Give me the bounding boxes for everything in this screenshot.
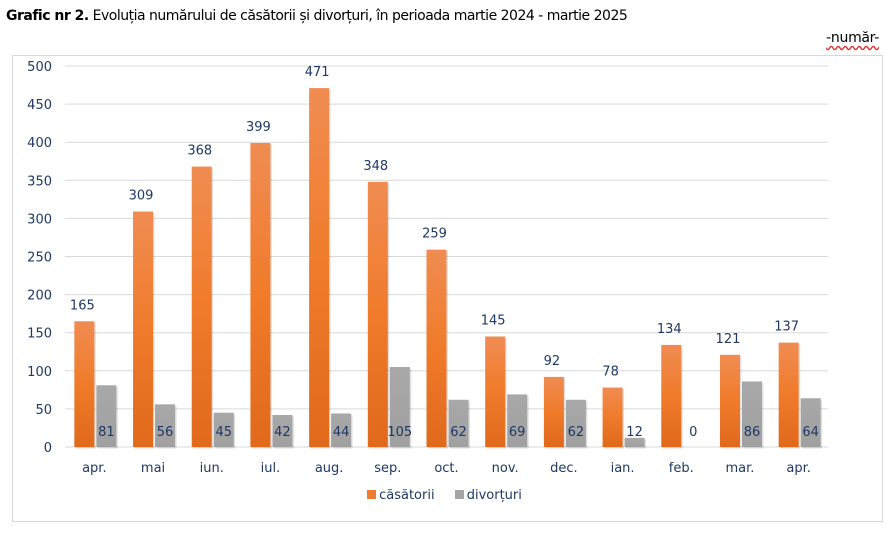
x-tick-label: mar.: [726, 461, 755, 476]
data-label-divorturi: 0: [689, 425, 697, 440]
bar-divorturi: [624, 437, 645, 447]
x-tick-label: sep.: [374, 461, 401, 476]
y-tick-label: 250: [27, 251, 52, 266]
bar-casatorii: [602, 387, 623, 447]
bar-divorturi: [741, 381, 762, 447]
y-tick-label: 300: [27, 212, 52, 227]
y-tick-label: 450: [27, 98, 52, 113]
bar-casatorii: [191, 166, 212, 448]
bar-divorturi: [272, 414, 293, 447]
legend-item-divorturi: divorțuri: [454, 488, 522, 503]
data-label-casatorii: 368: [187, 144, 212, 159]
y-tick-label: 150: [27, 327, 52, 342]
data-label-divorturi: 69: [509, 425, 526, 440]
unit-label: -număr-: [826, 30, 879, 46]
x-tick-label: nov.: [492, 461, 519, 476]
data-label-casatorii: 165: [70, 298, 95, 313]
y-tick-label: 100: [27, 365, 52, 380]
data-label-casatorii: 309: [129, 189, 154, 204]
y-tick-label: 200: [27, 289, 52, 304]
data-label-casatorii: 259: [422, 227, 447, 242]
x-tick-label: oct.: [434, 461, 458, 476]
data-label-casatorii: 78: [602, 365, 619, 380]
data-label-divorturi: 12: [626, 425, 643, 440]
legend-swatch-divorturi: [454, 490, 464, 499]
legend-item-casatorii: căsătorii: [367, 488, 435, 503]
y-tick-label: 50: [35, 403, 52, 418]
x-tick-label: dec.: [550, 461, 578, 476]
data-label-divorturi: 81: [98, 425, 115, 440]
y-tick-label: 400: [27, 136, 52, 151]
x-tick-label: feb.: [669, 461, 694, 476]
data-label-divorturi: 44: [333, 425, 350, 440]
x-tick-label: iul.: [261, 461, 281, 476]
bar-divorturi: [507, 394, 528, 447]
data-label-casatorii: 145: [481, 314, 506, 329]
x-tick-label: ian.: [611, 461, 635, 476]
chart-title-number: Grafic nr 2.: [6, 8, 89, 24]
bar-divorturi: [96, 385, 117, 447]
chart-title: Grafic nr 2. Evoluția numărului de căsăt…: [6, 8, 628, 24]
y-tick-label: 0: [44, 441, 52, 456]
data-label-divorturi: 45: [215, 425, 232, 440]
bar-casatorii: [74, 321, 95, 447]
bar-casatorii: [543, 376, 564, 447]
chart-title-text: Evoluția numărului de căsătorii și divor…: [88, 8, 628, 24]
data-label-casatorii: 92: [544, 354, 561, 369]
data-label-divorturi: 86: [744, 425, 761, 440]
data-label-divorturi: 62: [568, 425, 585, 440]
bar-casatorii: [133, 211, 154, 447]
data-label-divorturi: 42: [274, 425, 291, 440]
y-tick-label: 500: [27, 60, 52, 75]
y-tick-label: 350: [27, 174, 52, 189]
bar-casatorii: [778, 342, 799, 447]
chart-legend: căsătorii divorțuri: [0, 488, 889, 503]
data-label-casatorii: 348: [363, 159, 388, 174]
legend-swatch-casatorii: [367, 490, 377, 499]
bar-casatorii: [309, 88, 330, 448]
data-label-divorturi: 56: [157, 425, 174, 440]
bar-divorturi: [331, 413, 352, 447]
data-label-casatorii: 471: [305, 65, 330, 80]
data-label-casatorii: 134: [657, 322, 682, 337]
bar-divorturi: [448, 399, 469, 447]
data-label-divorturi: 64: [802, 425, 819, 440]
x-tick-label: iun.: [200, 461, 224, 476]
x-tick-label: aug.: [315, 461, 344, 476]
chart-frame: [12, 55, 883, 522]
bar-casatorii: [485, 336, 506, 447]
bar-divorturi: [800, 398, 821, 447]
data-label-divorturi: 62: [450, 425, 467, 440]
bar-divorturi: [213, 412, 234, 447]
x-tick-label: apr.: [786, 461, 811, 476]
x-tick-label: apr.: [82, 461, 107, 476]
data-label-divorturi: 105: [387, 425, 412, 440]
data-label-casatorii: 137: [774, 320, 799, 335]
bar-casatorii: [250, 142, 271, 447]
bar-divorturi: [389, 366, 410, 447]
bar-casatorii: [719, 354, 740, 447]
bar-casatorii: [661, 344, 682, 447]
bar-casatorii: [367, 181, 388, 447]
bar-casatorii: [426, 249, 447, 447]
data-label-casatorii: 121: [716, 332, 741, 347]
bar-divorturi: [155, 404, 176, 447]
bar-divorturi: [565, 399, 586, 447]
data-label-casatorii: 399: [246, 120, 271, 135]
x-tick-label: mai: [141, 461, 165, 476]
